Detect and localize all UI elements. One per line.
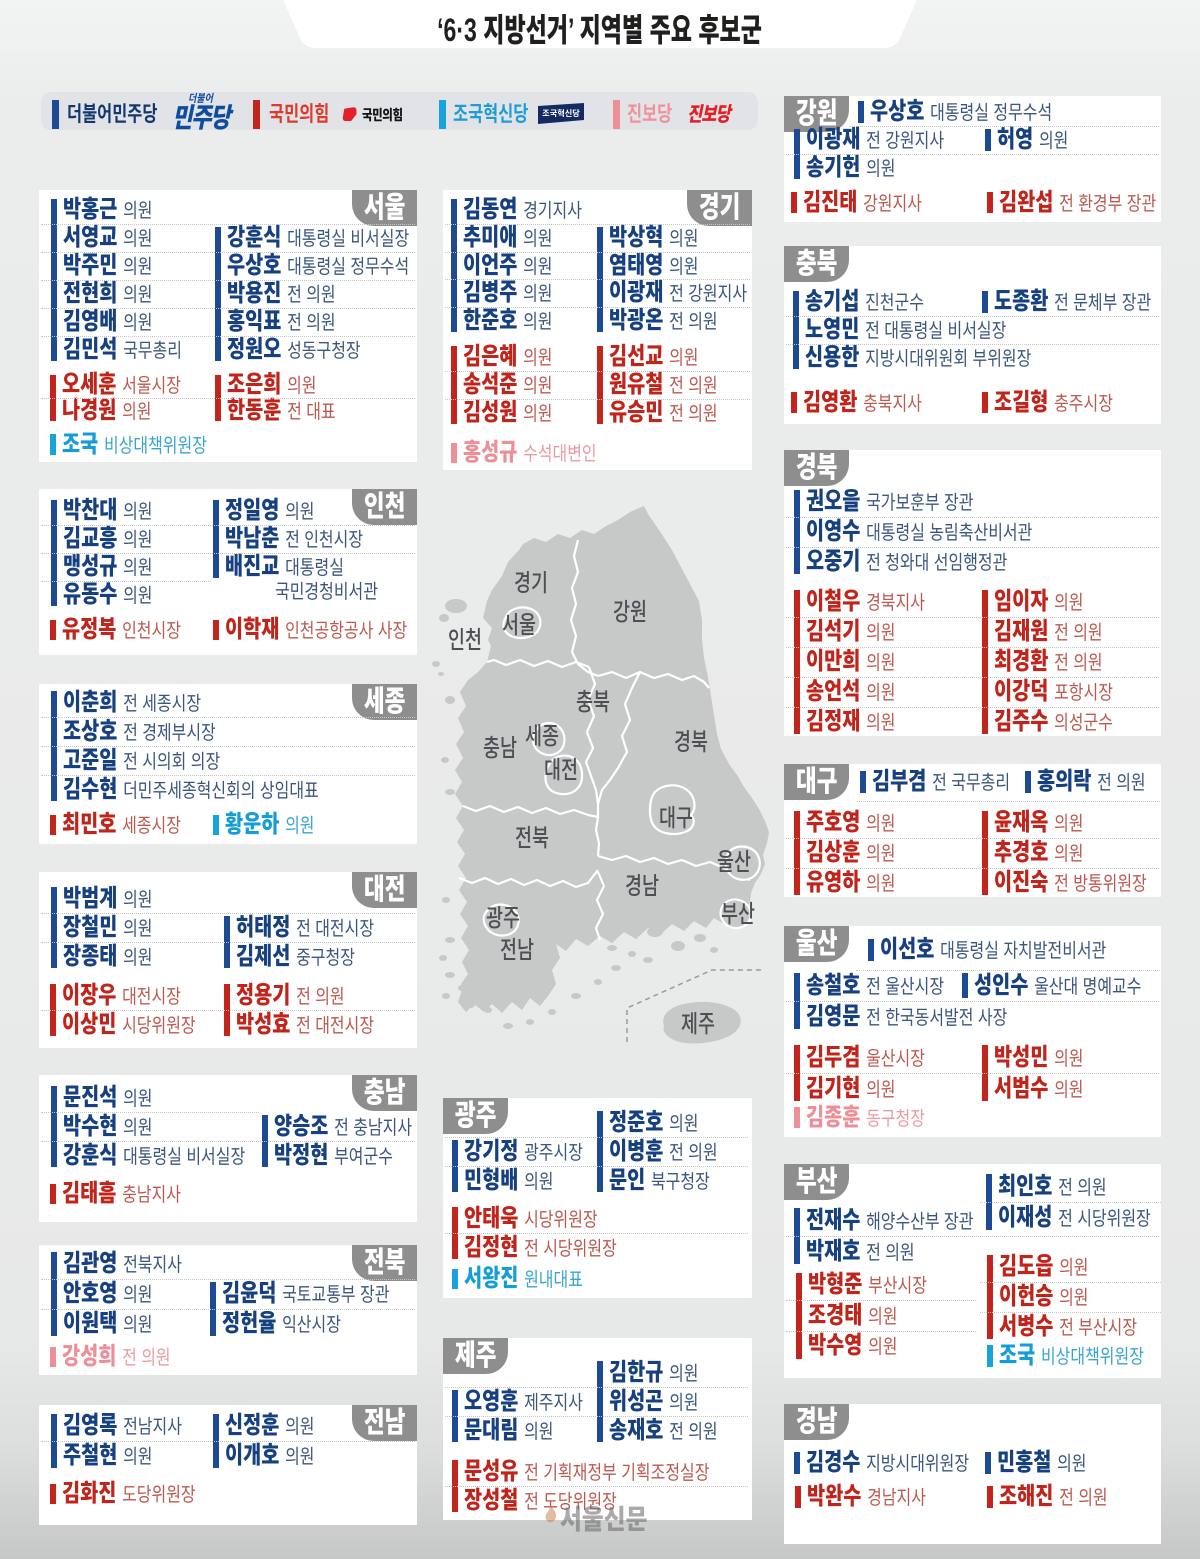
svg-text:울산: 울산 [717,849,751,876]
svg-text:전남: 전남 [500,937,534,964]
svg-text:서울: 서울 [502,612,536,639]
svg-text:충남: 충남 [483,735,517,762]
svg-text:제주: 제주 [681,1011,715,1038]
svg-text:대전: 대전 [544,757,578,784]
svg-text:전북: 전북 [515,825,549,852]
svg-text:경북: 경북 [674,729,708,756]
svg-text:경남: 경남 [625,873,659,900]
svg-text:대구: 대구 [659,805,693,832]
svg-text:세종: 세종 [525,723,559,750]
svg-text:광주: 광주 [486,905,520,932]
svg-text:충북: 충북 [576,689,610,716]
svg-text:경기: 경기 [514,570,548,597]
svg-text:조국혁신당: 조국혁신당 [542,108,580,118]
svg-text:강원: 강원 [613,599,647,626]
svg-text:부산: 부산 [721,901,755,928]
svg-text:인천: 인천 [448,627,482,654]
